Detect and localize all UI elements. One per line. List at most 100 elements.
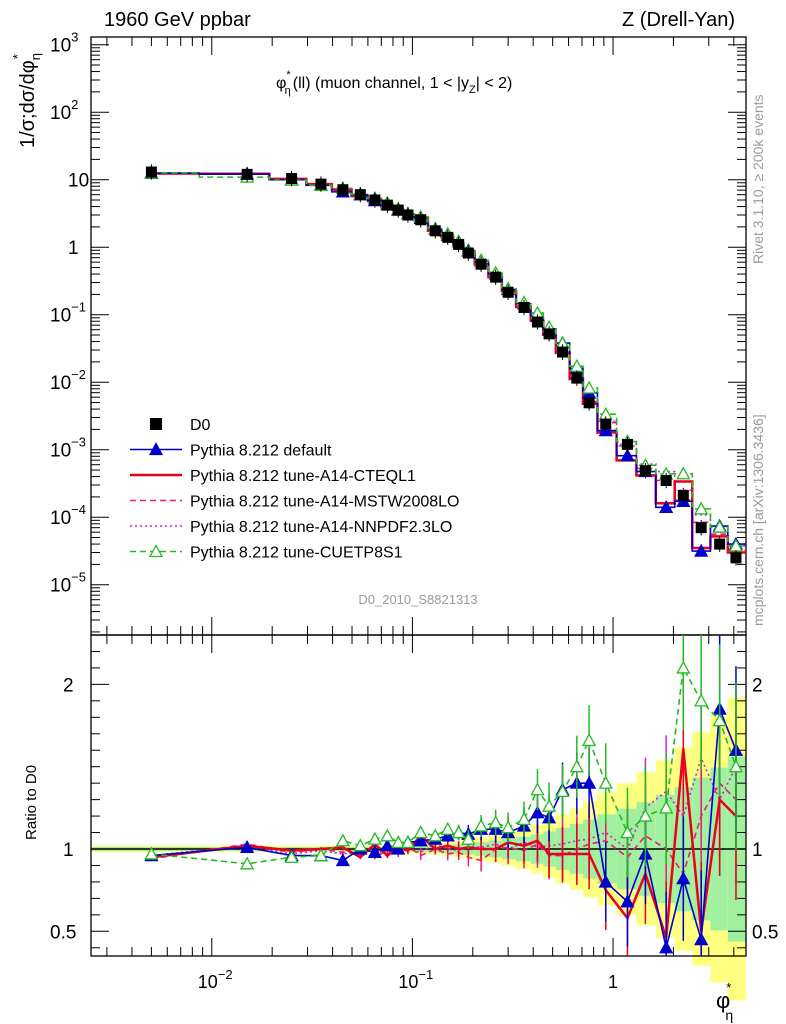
legend-label-4: Pythia 8.212 tune-A14-NNPDF2.3LO [190,519,452,536]
ratio-marker-5 [144,846,159,860]
data-point [381,199,393,211]
data-point [600,418,612,430]
legend-label-2: Pythia 8.212 tune-A14-CTEQL1 [190,468,416,485]
ratio-marker-5 [353,838,368,852]
analysis-id: D0_2010_S8821313 [358,592,477,607]
data-point [453,238,465,250]
data-point [490,271,502,283]
header-left: 1960 GeV ppbar [104,9,251,31]
x-tick-label: 10−2 [198,967,233,992]
y-tick-label: 10−4 [50,502,86,529]
y-tick-label: 10−3 [50,435,86,462]
ratio-marker-5 [391,835,406,849]
ratio-tick-label-right: 0.5 [752,922,778,943]
ratio-marker-5 [400,835,416,849]
data-point [557,346,569,358]
data-point [392,204,404,216]
ratio-tick-label-right: 1 [752,840,763,861]
y-axis-label: 1/σ;dσ/dφη* [10,53,43,148]
y-tick-label: 10−5 [50,570,86,597]
main-series-layer [144,164,746,566]
ratio-marker-1 [676,871,691,885]
ratio-marker-1 [240,839,255,854]
data-point [502,286,514,298]
data-point [677,489,689,501]
ratio-marker-5 [569,759,584,773]
ratio-line-5 [151,665,737,865]
ratio-marker-5 [638,808,653,822]
ratio-marker-5 [428,828,443,842]
data-point [475,258,487,270]
ratio-marker-5 [240,856,255,870]
y-tick-label: 10−1 [50,300,86,327]
data-point [639,465,651,477]
ratio-marker-1 [413,833,428,847]
series-marker-5 [694,501,709,515]
ratio-marker-1 [582,775,597,789]
data-point [621,438,633,450]
ratio-marker-5 [335,833,350,847]
data-point [518,301,530,313]
ratio-marker-5 [367,831,382,845]
data-point [660,474,672,486]
y-tick-label: 10 [68,171,89,192]
series-marker-5 [582,380,597,394]
legend-marker-d0 [150,418,162,430]
data-point [730,552,742,564]
ratio-marker-5 [488,815,503,829]
ratio-marker-5 [530,782,545,796]
data-point [241,168,253,180]
ratio-marker-5 [582,732,597,747]
legend-label-3: Pythia 8.212 tune-A14-MSTW2008LO [190,494,459,511]
data-point [714,538,726,550]
ratio-plot-frame [90,634,747,957]
ratio-uncertainty-bands [91,697,746,1001]
ratio-series-layer [144,635,744,956]
ratio-tick-label-right: 2 [752,675,763,696]
y-tick-label: 1 [68,238,79,259]
data-point [695,522,707,534]
data-point [369,194,381,206]
ratio-marker-5 [694,693,709,707]
x-axis-label: φ* η [716,980,733,1023]
x-tick-label: 1 [608,972,618,992]
ratio-marker-5 [284,849,299,863]
ratio-marker-1 [659,940,674,954]
series-line-5 [151,172,746,547]
ratio-marker-5 [659,800,674,814]
mcplots-label: mcplots.cern.ch [arXiv:1306.3436] [750,414,766,626]
legend-marker-1 [148,442,164,456]
ratio-marker-5 [620,825,635,839]
ratio-marker-1 [620,894,635,908]
data-point [145,166,157,178]
ratio-line-2 [151,748,737,939]
legend: D0 Pythia 8.212 default Pythia 8.212 tune-… [130,417,459,562]
data-point [286,173,298,185]
series-marker-5 [676,466,691,480]
legend-marker-5 [148,544,164,558]
data-point [462,247,474,259]
rivet-version-label: Rivet 3.1.10, ≥ 200k events [750,94,766,264]
data-point [583,397,595,409]
ratio-marker-1 [367,844,382,858]
y-tick-label: 103 [50,30,78,57]
ratio-marker-5 [541,798,557,812]
ratio-marker-5 [676,660,691,674]
series-marker-1 [659,500,674,514]
ratio-marker-5 [451,825,466,839]
plot-title: φ* η (ll) (muon channel, 1 < |yZ| < 2) [276,69,512,97]
legend-label-0: D0 [190,417,211,434]
series-marker-5 [712,519,727,533]
ratio-marker-5 [380,828,395,842]
legend-label-5: Pythia 8.212 tune-CUETP8S1 [190,545,403,562]
ratio-marker-5 [440,821,455,835]
data-point [543,328,555,340]
data-point [531,316,543,328]
ratio-marker-1 [530,805,545,819]
data-point [337,184,349,196]
ratio-marker-5 [712,713,727,727]
y-tick-label: 10−2 [50,367,86,394]
series-marker-1 [694,543,709,557]
data-point [571,372,583,384]
